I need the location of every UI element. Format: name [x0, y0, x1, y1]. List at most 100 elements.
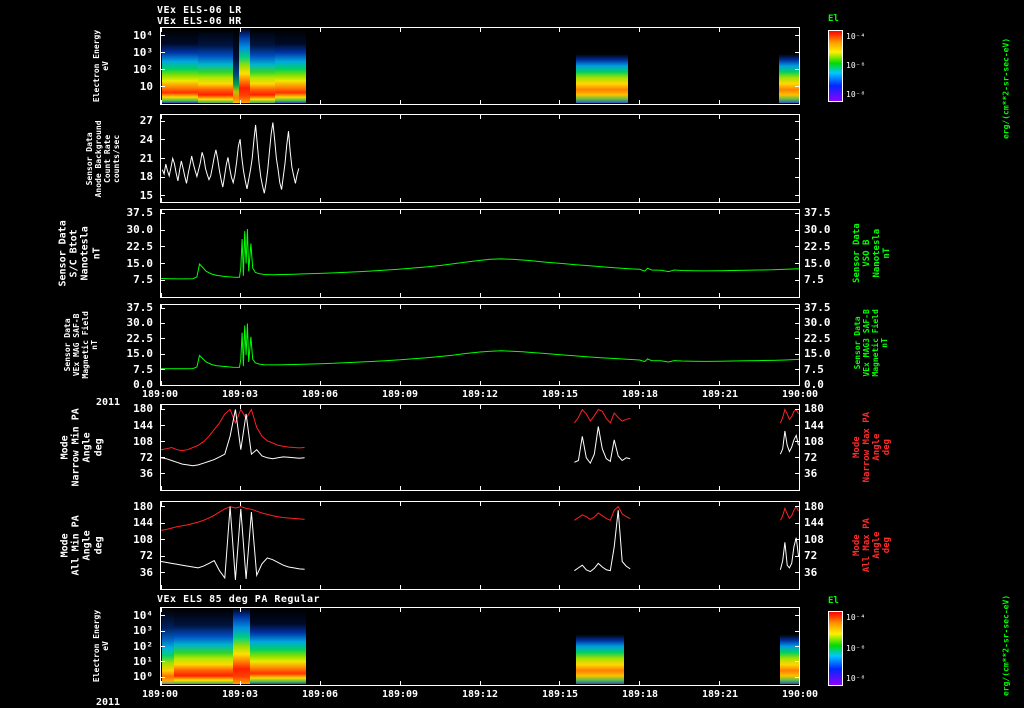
y-tick-mark — [795, 86, 799, 88]
x-tick-mark — [320, 115, 321, 119]
y-tick-label: 15.0 — [126, 256, 154, 270]
x-tick-label: 189:18 — [621, 389, 659, 400]
x-tick-mark — [320, 100, 321, 104]
all_min_pa-trace — [779, 537, 799, 570]
x-tick-mark — [399, 405, 401, 409]
y-tick-label: 36 — [139, 565, 153, 579]
colorbar-tick-label: 10⁻⁸ — [846, 674, 866, 683]
x-tick-mark — [161, 293, 162, 297]
x-tick-mark — [399, 198, 401, 202]
x-tick-mark — [559, 115, 561, 119]
y-tick-mark — [161, 35, 165, 37]
y-tick-label: 15.0 — [804, 347, 831, 361]
x-tick-mark — [718, 115, 720, 119]
x-tick-mark — [798, 293, 799, 297]
y-tick-label: 30.0 — [804, 223, 831, 237]
x-tick-mark — [639, 405, 640, 409]
y-tick-label: 10¹ — [133, 654, 153, 668]
x-tick-mark — [399, 28, 401, 32]
y-tick-mark — [795, 139, 799, 141]
narrow_min_pa-trace — [779, 430, 799, 455]
x-tick-mark — [479, 681, 481, 685]
y-tick-mark — [795, 263, 799, 265]
panel7-title: VEx ELS 85 deg PA Regular — [157, 594, 321, 605]
panel-mag-safb: 37.5 30.0 22.5 15.0 7.5 0.0 37.5 30.0 22.5 15.0 7… — [0, 301, 1024, 391]
x-tick-mark — [798, 381, 799, 385]
y-tick-label: 10³ — [133, 45, 153, 59]
y-tick-mark — [161, 279, 165, 281]
y-tick-mark — [795, 615, 799, 617]
y-tick-mark — [161, 158, 165, 159]
y-tick-mark — [795, 473, 799, 475]
x-tick-mark — [479, 100, 481, 104]
x-tick-mark — [798, 305, 799, 309]
y-tick-mark — [795, 425, 799, 427]
x-tick-mark — [559, 198, 561, 202]
x-tick-mark — [639, 115, 640, 119]
x-tick-mark — [798, 100, 799, 104]
narrow_max_pa-trace — [779, 408, 799, 424]
y-tick-mark — [795, 369, 799, 371]
x-tick-mark — [718, 405, 720, 409]
count-rate-plot — [160, 114, 800, 203]
y-tick-mark — [161, 86, 165, 88]
btot-yticks-right: 37.5 30.0 22.5 15.0 7.5 — [802, 206, 848, 298]
y-tick-mark — [161, 615, 165, 617]
y-tick-mark — [161, 425, 165, 427]
x-tick-mark — [161, 198, 162, 202]
x-tick-mark — [161, 28, 162, 32]
narrow_max_pa-trace — [573, 408, 631, 424]
y-tick-mark — [161, 369, 165, 371]
y-tick-label: 37.5 — [126, 206, 154, 220]
colorbar-top: 10⁻⁴ 10⁻⁶ 10⁻⁸ — [828, 30, 888, 102]
y-tick-mark — [795, 338, 799, 340]
y-tick-mark — [161, 246, 165, 248]
spectrogram-segment — [250, 28, 276, 104]
y-tick-label: 36 — [139, 466, 153, 480]
pa-narrow-yticks-right: 180 144 108 72 36 — [802, 402, 848, 491]
anode_count_rate-lines — [161, 122, 300, 194]
x-tick-mark — [559, 486, 561, 490]
y-tick-label: 30.0 — [126, 316, 154, 330]
y-tick-label: 108 — [804, 532, 824, 546]
y-tick-label: 7.5 — [133, 273, 153, 287]
y-tick-label: 72 — [804, 450, 818, 464]
x-tick-mark — [718, 28, 720, 32]
x-tick-mark — [161, 210, 162, 214]
pa-narrow-yticks-left: 180 144 108 72 36 — [116, 402, 156, 491]
y-tick-label: 24 — [139, 132, 153, 146]
x-tick-mark — [240, 305, 242, 309]
y-tick-label: 36 — [804, 466, 818, 480]
y-tick-mark — [161, 384, 165, 385]
x-tick-mark — [479, 608, 481, 612]
x-tick-label: 190:00 — [781, 689, 819, 700]
x-tick-mark — [320, 198, 321, 202]
colorbar-tick-label: 10⁻⁴ — [846, 613, 866, 622]
x-tick-label: 189:12 — [461, 389, 499, 400]
colorbar-tick-label: 10⁻⁴ — [846, 32, 866, 41]
pa_narrow-lines — [161, 408, 799, 467]
y-tick-mark — [795, 229, 799, 231]
x-tick-mark — [161, 608, 162, 612]
x-tick-mark — [240, 198, 242, 202]
x-tick-mark — [479, 305, 481, 309]
spectrogram-segment — [232, 28, 240, 104]
flux-unit-label-bottom: erg/(cm**2-sr-sec-eV) — [1001, 594, 1011, 697]
x-tick-mark — [320, 305, 321, 309]
x-tick-mark — [559, 210, 561, 214]
pa-narrow-plot — [160, 404, 800, 491]
panel-pa-all: 180 144 108 72 36 180 144 108 72 36 — [0, 499, 1024, 590]
y-tick-mark — [795, 158, 799, 159]
x-tick-mark — [718, 585, 720, 589]
x-tick-mark — [399, 293, 401, 297]
x-tick-mark — [639, 100, 640, 104]
y-tick-label: 108 — [133, 434, 153, 448]
x-tick-mark — [240, 28, 242, 32]
x-tick-mark — [320, 210, 321, 214]
y-tick-label: 10 — [139, 79, 153, 93]
y-tick-label: 180 — [133, 499, 153, 513]
x-tick-mark — [479, 585, 481, 589]
y-tick-label: 10⁴ — [133, 28, 153, 42]
panel-els-spectrogram: 10⁴ 10³ 10² 10 — [0, 27, 1024, 105]
